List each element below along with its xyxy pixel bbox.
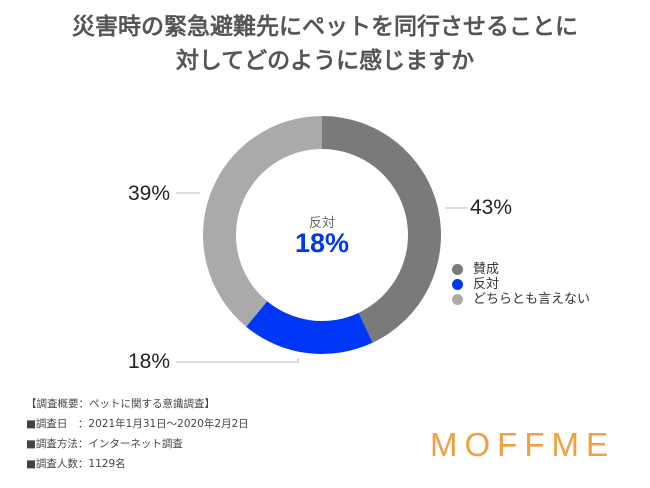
legend-item-neutral: どちらとも言えない — [452, 292, 590, 307]
data-label-oppose: 18% — [128, 350, 171, 373]
center-value: 18% — [294, 228, 350, 258]
chart-title: 災害時の緊急避難先にペットを同行させることに 対してどのように感じますか — [0, 10, 650, 78]
survey-notes: 【調査概要：ペットに関する意識調査】 ■調査日 ：2021年1月31日〜2020… — [26, 394, 249, 474]
legend-swatch — [452, 264, 463, 275]
data-label-neutral: 39% — [128, 182, 171, 205]
note-line: ■調査日 ：2021年1月31日〜2020年2月2日 — [26, 418, 249, 430]
title-line-2: 対してどのように感じますか — [175, 48, 475, 74]
legend-label: 賛成 — [473, 262, 500, 277]
title-line-1: 災害時の緊急避難先にペットを同行させることに — [72, 14, 578, 40]
note-line: 【調査概要：ペットに関する意識調査】 — [26, 398, 215, 410]
moffme-logo: MOFFME — [430, 426, 615, 463]
data-label-agree: 43% — [470, 196, 513, 219]
legend-label: どちらとも言えない — [473, 292, 591, 307]
legend-item-oppose: 反対 — [452, 277, 590, 292]
legend-item-agree: 賛成 — [452, 262, 590, 277]
note-line: ■調査人数：1129名 — [26, 458, 126, 470]
center-label: 反対 — [308, 216, 335, 231]
legend: 賛成 反対 どちらとも言えない — [452, 262, 590, 307]
note-line: ■調査方法：インターネット調査 — [26, 438, 183, 450]
legend-label: 反対 — [473, 277, 500, 292]
slice-oppose — [246, 301, 373, 354]
slice-neutral — [203, 116, 322, 327]
leader-line-oppose — [176, 358, 299, 363]
legend-swatch — [452, 279, 463, 290]
slice-agree — [322, 116, 441, 343]
legend-swatch — [452, 294, 463, 305]
